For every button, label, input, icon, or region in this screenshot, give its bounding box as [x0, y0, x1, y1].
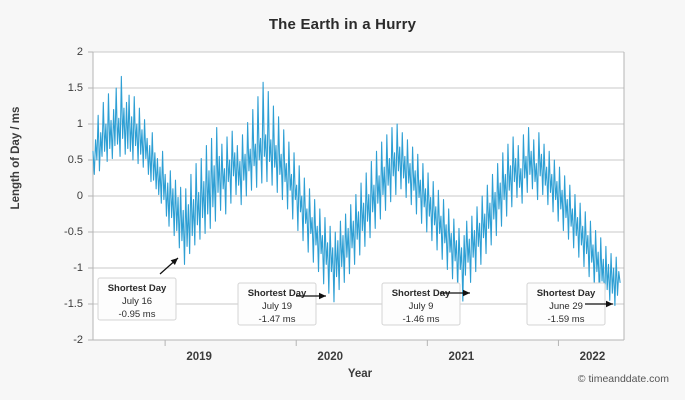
annotation-line: Shortest Day — [248, 288, 307, 299]
y-tick-label: 1 — [77, 118, 83, 130]
y-tick-label: 0 — [77, 190, 83, 202]
annotation-line: July 9 — [409, 301, 434, 312]
data-series — [92, 75, 621, 312]
annotation-line: Shortest Day — [392, 288, 451, 299]
x-tick-label: 2019 — [186, 351, 212, 363]
annotation-line: Shortest Day — [108, 283, 167, 294]
annotation-line: July 19 — [262, 301, 292, 312]
arrow-head-icon — [319, 292, 326, 300]
x-tick-label: 2022 — [580, 351, 606, 363]
arrow-head-icon — [463, 289, 470, 297]
annotations: Shortest Day July 16 -0.95 ms Shortest Day J… — [97, 257, 613, 326]
x-tick-label: 2020 — [317, 351, 343, 363]
annotation-line: -1.47 ms — [259, 314, 296, 325]
y-tick-label: 2 — [77, 46, 83, 58]
y-tick-label: 0.5 — [68, 154, 83, 166]
y-tick-label: -1.5 — [64, 298, 83, 310]
y-tick-label: -2 — [73, 334, 83, 346]
y-tick-label: -0.5 — [64, 226, 83, 238]
annotation-line: July 16 — [122, 296, 152, 307]
x-axis-ticks: 2019 2020 2021 2022 — [93, 339, 624, 363]
y-tick-label: 1.5 — [68, 82, 83, 94]
annotation-line: Shortest Day — [537, 288, 596, 299]
annotation-line: -1.46 ms — [403, 314, 440, 325]
annotation-shortest-day-2020: Shortest Day July 19 -1.47 ms — [237, 282, 326, 326]
page-title: The Earth in a Hurry — [268, 16, 417, 33]
x-tick-label: 2021 — [449, 351, 475, 363]
annotation-line: -0.95 ms — [119, 309, 156, 320]
annotation-line: June 29 — [549, 301, 583, 312]
series-line-length-of-day — [92, 75, 621, 312]
annotation-shortest-day-2019: Shortest Day July 16 -0.95 ms — [97, 257, 179, 321]
y-axis-ticks: 2 1.5 1 0.5 0 -0.5 -1 -1.5 -2 — [64, 46, 93, 346]
annotation-shortest-day-2022: Shortest Day June 29 -1.59 ms — [526, 282, 613, 326]
arrow-head-icon — [606, 300, 613, 308]
x-axis-title: Year — [347, 368, 373, 380]
arrow-head-icon — [170, 258, 178, 266]
annotation-line: -1.59 ms — [548, 314, 585, 325]
annotation-shortest-day-2021: Shortest Day July 9 -1.46 ms — [381, 282, 470, 326]
y-tick-label: -1 — [73, 262, 83, 274]
credit-label: © timeanddate.com — [577, 373, 669, 385]
